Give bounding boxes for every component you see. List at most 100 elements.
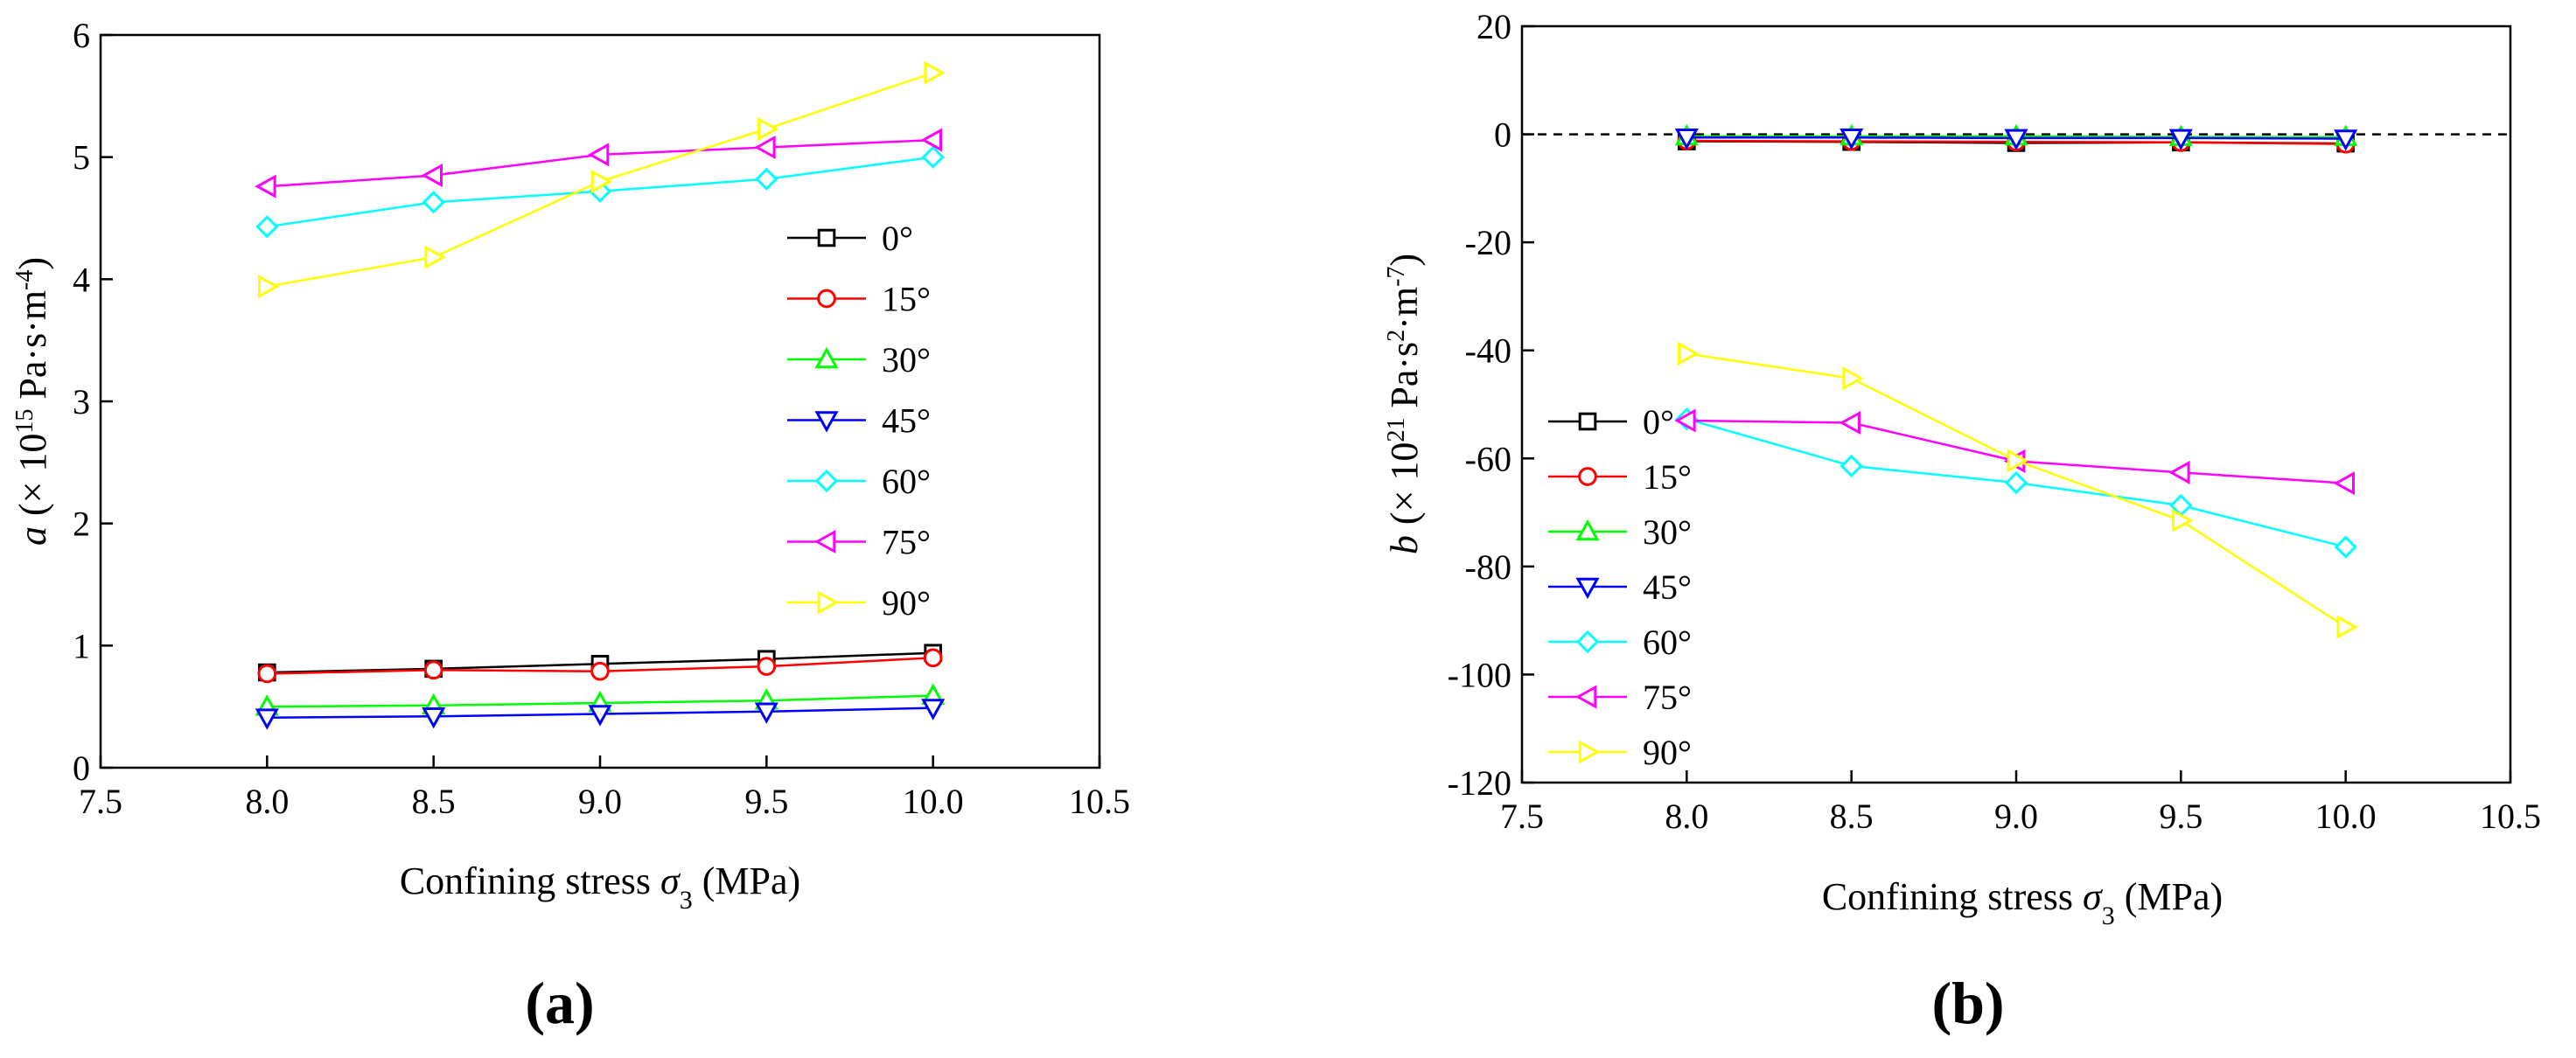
x-axis-label-b: Confining stress σ3 (MPa): [1822, 875, 2223, 930]
legend-marker: [1575, 519, 1600, 541]
data-point: [1674, 129, 1699, 150]
data-point: [921, 145, 945, 169]
legend-label: 30°: [882, 340, 931, 379]
data-point: [754, 135, 776, 160]
legend-label: 45°: [1643, 567, 1692, 607]
legend-marker: [1575, 577, 1600, 600]
x-tick-label: 9.0: [1994, 797, 2038, 836]
y-tick-label: -120: [1448, 763, 1511, 803]
data-point: [920, 128, 942, 152]
legend-label: 75°: [1643, 678, 1692, 717]
legend-label: 30°: [1643, 512, 1692, 552]
legend-label: 45°: [882, 401, 931, 441]
data-point: [2336, 615, 2358, 639]
data-point: [255, 174, 276, 198]
y-ticks-a: 0 1 2 3 4 5 6: [73, 16, 113, 788]
legend-b: 0° 15° 30° 45° 60° 75° 90°: [1548, 402, 1692, 772]
y-tick-label: 4: [73, 260, 90, 299]
legend-marker: [1575, 630, 1600, 654]
data-point: [2334, 129, 2358, 151]
legend-item: 15°: [787, 280, 931, 319]
legend-marker: [1574, 685, 1597, 709]
panel-label-a: (a): [525, 970, 594, 1036]
data-point: [921, 699, 946, 720]
legend-item: 15°: [1548, 457, 1692, 497]
legend-label: 90°: [882, 583, 931, 623]
data-point: [757, 116, 779, 142]
x-tick-label: 10.0: [903, 782, 964, 821]
legend-item: 90°: [787, 583, 931, 623]
x-tick-label: 10.5: [2480, 797, 2541, 836]
legend-marker: [817, 590, 840, 615]
y-tick-label: -60: [1465, 439, 1511, 478]
legend-item: 60°: [1548, 623, 1692, 662]
data-point: [255, 215, 279, 239]
data-point: [422, 191, 445, 214]
legend-marker: [814, 469, 839, 493]
data-point: [2334, 535, 2357, 559]
x-tick-label: 9.5: [744, 782, 788, 821]
data-point: [2333, 471, 2355, 496]
data-point: [924, 60, 946, 85]
legend-item: 45°: [1548, 567, 1692, 607]
legend-item: 0°: [787, 219, 913, 258]
legend-item: 90°: [1548, 733, 1692, 772]
data-point: [1840, 454, 1863, 478]
x-ticks-b: 7.5 8.0 8.5 9.0 9.5 10.0 10.5: [1500, 770, 2541, 836]
legend-marker: [1578, 740, 1601, 764]
data-point: [757, 657, 777, 676]
x-axis-label-a: Confining stress σ3 (MPa): [400, 860, 800, 915]
data-point: [1678, 341, 1700, 365]
x-ticks-a: 7.5 8.0 8.5 9.0 9.5 10.0 10.5: [79, 755, 1130, 821]
data-point: [255, 708, 279, 730]
y-tick-label: 0: [73, 748, 90, 788]
data-point: [2172, 508, 2194, 532]
y-axis-label-a: a(× 1015 Pa·s·m-4): [11, 257, 55, 546]
series-5: [255, 128, 942, 198]
legend-item: 45°: [787, 401, 931, 441]
series-6: [1678, 341, 2358, 639]
series-4: [1675, 407, 2357, 559]
x-tick-label: 10.0: [2315, 797, 2377, 836]
legend-item: 30°: [787, 340, 931, 379]
data-point: [1842, 366, 1864, 391]
data-point: [755, 167, 778, 191]
y-tick-label: 6: [73, 16, 90, 55]
legend-item: 60°: [787, 462, 931, 501]
legend-marker: [814, 346, 839, 369]
y-tick-label: -80: [1465, 547, 1511, 587]
data-point: [424, 245, 446, 269]
legend-item: 75°: [1548, 678, 1692, 717]
legend-marker: [813, 529, 836, 554]
x-tick-label: 7.5: [1500, 797, 1544, 836]
data-point: [2004, 470, 2028, 495]
legend-label: 0°: [1643, 402, 1674, 442]
series-4: [255, 145, 945, 239]
data-point: [421, 164, 443, 188]
x-tick-label: 8.5: [412, 782, 456, 821]
data-point: [422, 707, 446, 729]
y-tick-label: 1: [73, 626, 90, 665]
series-a: [255, 60, 946, 730]
x-tick-label: 9.0: [578, 782, 622, 821]
legend-label: 90°: [1643, 733, 1692, 772]
x-tick-label: 10.5: [1069, 782, 1130, 821]
data-point: [2168, 460, 2190, 484]
legend-label: 75°: [882, 523, 931, 562]
y-tick-label: 0: [1494, 115, 1511, 155]
y-ticks-b: -120 -100 -80 -60 -40 -20 0 20: [1448, 7, 1534, 803]
x-tick-label: 7.5: [79, 782, 122, 821]
panel-label-b: (b): [1931, 970, 2004, 1036]
chart-b: -120 -100 -80 -60 -40 -20 0 20 7.5 8.0 8.5 9.0 9.5 1…: [1383, 7, 2542, 1036]
x-tick-label: 8.0: [1665, 797, 1708, 836]
data-point: [2007, 449, 2029, 473]
legend-marker: [1578, 467, 1597, 486]
legend-marker: [1578, 412, 1597, 431]
data-point: [1839, 410, 1860, 435]
legend-item: 30°: [1548, 512, 1692, 552]
data-point: [2168, 129, 2193, 150]
y-tick-label: -20: [1465, 223, 1511, 262]
data-point: [590, 661, 610, 681]
series-3: [1674, 129, 2358, 151]
